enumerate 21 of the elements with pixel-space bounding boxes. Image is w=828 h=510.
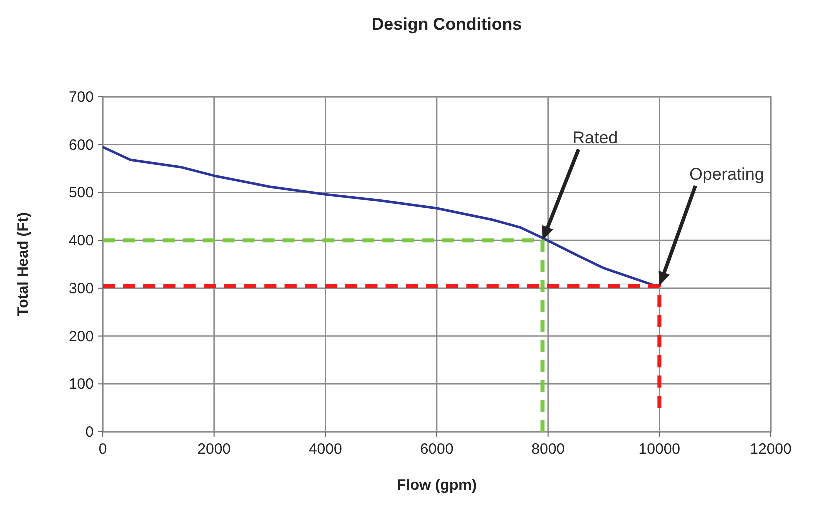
x-tick-label: 6000 [420,441,454,458]
x-tick-label: 0 [98,441,108,458]
y-tick-label: 200 [68,328,94,346]
y-tick-label: 0 [86,424,94,441]
y-tick-label: 500 [68,184,94,202]
x-tick-label: 4000 [308,441,342,458]
annotation: Operating [690,165,764,184]
x-axis-title: Flow (gpm) [397,477,477,494]
y-tick-label: 300 [68,280,94,298]
y-tick-label: 600 [68,136,94,154]
line-series [102,146,661,289]
chart-title: Design Conditions [372,15,522,34]
annotation: Rated [572,128,618,148]
y-tick-label: 400 [68,232,94,250]
y-axis-title: Total Head (Ft) [15,212,32,316]
y-tick-label: 100 [68,376,94,394]
x-tick-label: 8000 [532,441,566,458]
x-tick-label: 2000 [198,441,232,458]
x-tick-label: 12000 [750,441,792,458]
x-tick-label: 10000 [638,441,681,458]
y-tick-label: 700 [68,89,94,106]
